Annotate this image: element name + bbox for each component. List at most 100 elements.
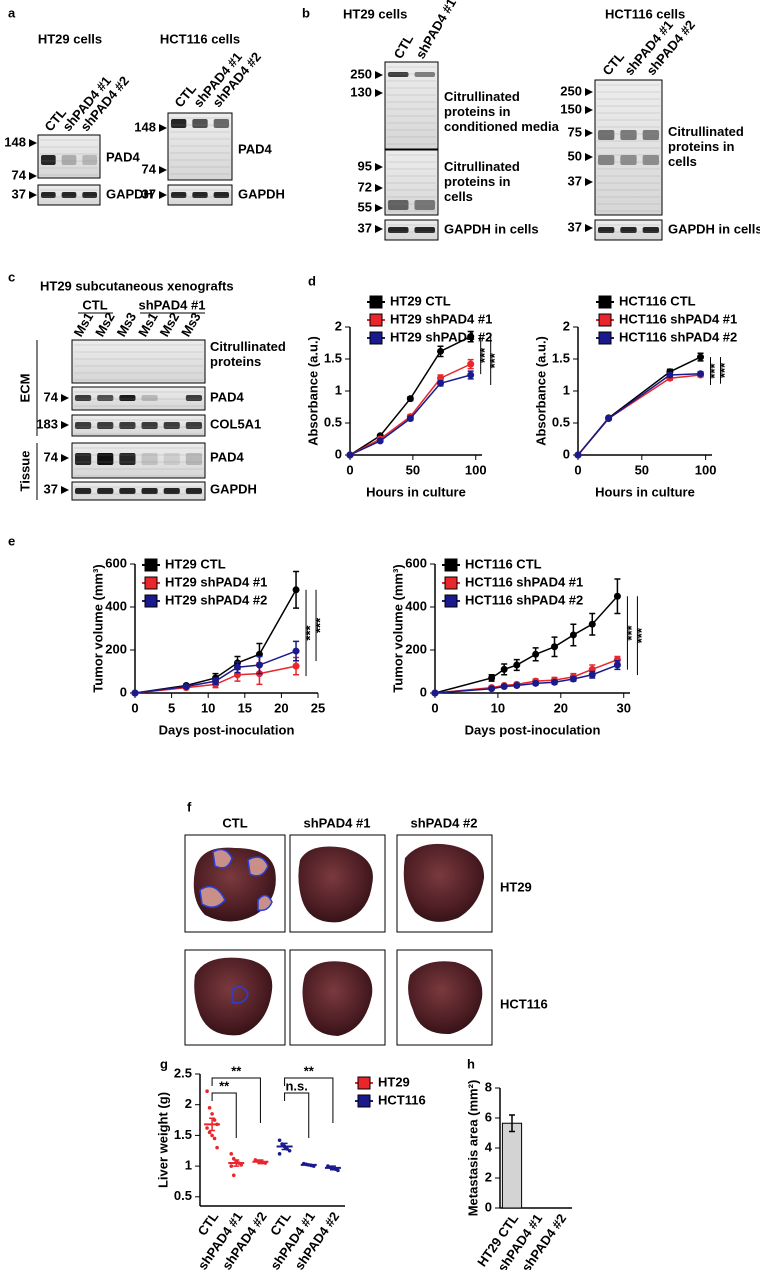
panel-label: h xyxy=(467,1056,475,1071)
band xyxy=(642,155,659,165)
series-line xyxy=(134,665,297,694)
band xyxy=(61,155,77,165)
smear xyxy=(597,203,660,205)
y-tick-label: 600 xyxy=(105,555,127,570)
smear xyxy=(74,344,203,346)
band xyxy=(75,395,92,401)
y-tick-label: 0 xyxy=(485,1199,492,1214)
smear xyxy=(40,167,98,169)
legend-swatch xyxy=(144,594,158,608)
y-tick-label: 6 xyxy=(485,1109,492,1124)
smear xyxy=(40,153,98,155)
smear xyxy=(597,91,660,93)
legend-swatch xyxy=(598,295,612,309)
mw-marker: 37 xyxy=(12,186,26,201)
smear xyxy=(74,493,203,495)
group-label: shPAD4 #1 xyxy=(139,297,206,312)
x-axis-label: Days post-inoculation xyxy=(465,722,601,737)
lane-label: shPAD4 #1 xyxy=(413,0,459,61)
data-point xyxy=(437,347,445,355)
y-tick-label: 1 xyxy=(335,382,342,397)
mw-marker: 148 xyxy=(134,119,156,134)
smear xyxy=(597,168,660,170)
smear xyxy=(387,189,436,191)
band xyxy=(192,119,208,128)
data-point xyxy=(574,451,582,459)
legend-label: HCT116 xyxy=(378,1092,426,1107)
smear xyxy=(387,224,436,226)
y-tick-label: 1 xyxy=(185,1158,192,1173)
smear xyxy=(387,203,436,205)
blot-title: HCT116 cells xyxy=(160,31,240,46)
data-point xyxy=(569,675,577,683)
band xyxy=(388,227,409,233)
y-tick-label: 0 xyxy=(563,446,570,461)
smear xyxy=(170,159,230,161)
x-tick-label: 10 xyxy=(201,700,215,715)
legend-swatch xyxy=(357,1094,371,1108)
y-tick-label: 600 xyxy=(405,555,427,570)
band-label: GAPDH in cells xyxy=(444,221,539,236)
series-line xyxy=(577,356,701,456)
lane-label: Ms3 xyxy=(178,310,204,339)
significance-label: *** xyxy=(717,362,732,378)
data-point xyxy=(346,451,354,459)
smear xyxy=(170,124,230,126)
mw-marker: 37 xyxy=(44,481,58,496)
smear xyxy=(74,426,203,428)
band xyxy=(82,155,97,165)
data-point xyxy=(532,679,540,687)
marker-arrow xyxy=(585,153,593,161)
blot xyxy=(71,339,206,384)
data-point xyxy=(207,1130,212,1135)
legend-label: HT29 shPAD4 #1 xyxy=(390,311,492,326)
marker-arrow xyxy=(61,394,69,402)
legend-label: HT29 shPAD4 #1 xyxy=(165,574,267,589)
lane-label: CTL xyxy=(599,49,627,78)
y-tick-label: 200 xyxy=(105,641,127,656)
y-tick-label: 0.5 xyxy=(174,1188,192,1203)
liver xyxy=(302,961,373,1036)
smear xyxy=(597,119,660,121)
data-point xyxy=(437,379,445,387)
y-tick-label: 1.5 xyxy=(324,350,342,365)
marker-arrow xyxy=(61,454,69,462)
smear xyxy=(387,108,436,110)
y-tick-label: 1 xyxy=(563,382,570,397)
legend-swatch xyxy=(444,594,458,608)
smear xyxy=(170,173,230,175)
panel-label: f xyxy=(187,799,192,814)
section-label: ECM xyxy=(17,374,32,403)
smear xyxy=(387,80,436,82)
data-point xyxy=(182,683,190,691)
y-tick-label: 0 xyxy=(120,684,127,699)
smear xyxy=(40,160,98,162)
mw-marker: 37 xyxy=(568,219,582,234)
band xyxy=(185,488,202,494)
smear xyxy=(597,224,660,226)
significance-label: n.s. xyxy=(285,1078,307,1093)
smear xyxy=(74,391,203,393)
y-tick-label: 2 xyxy=(485,1169,492,1184)
band xyxy=(82,192,97,198)
legend-label: HCT116 shPAD4 #1 xyxy=(619,311,737,326)
smear xyxy=(387,115,436,117)
mw-marker: 37 xyxy=(358,220,372,235)
legend-swatch xyxy=(598,331,612,345)
y-tick-label: 2 xyxy=(563,318,570,333)
x-tick-label: 20 xyxy=(554,700,568,715)
band xyxy=(119,453,136,465)
data-point xyxy=(697,370,705,378)
band xyxy=(620,130,637,140)
band-label: PAD4 xyxy=(106,149,140,164)
marker-arrow xyxy=(375,89,383,97)
blot-title: HT29 cells xyxy=(38,31,102,46)
data-point xyxy=(292,647,300,655)
blot-title: HT29 subcutaneous xenografts xyxy=(40,278,234,293)
error-bar xyxy=(209,1117,216,1132)
y-tick-label: 400 xyxy=(405,598,427,613)
x-tick-label: 30 xyxy=(616,700,630,715)
legend-swatch xyxy=(444,558,458,572)
band xyxy=(414,200,435,210)
data-point xyxy=(488,685,496,693)
